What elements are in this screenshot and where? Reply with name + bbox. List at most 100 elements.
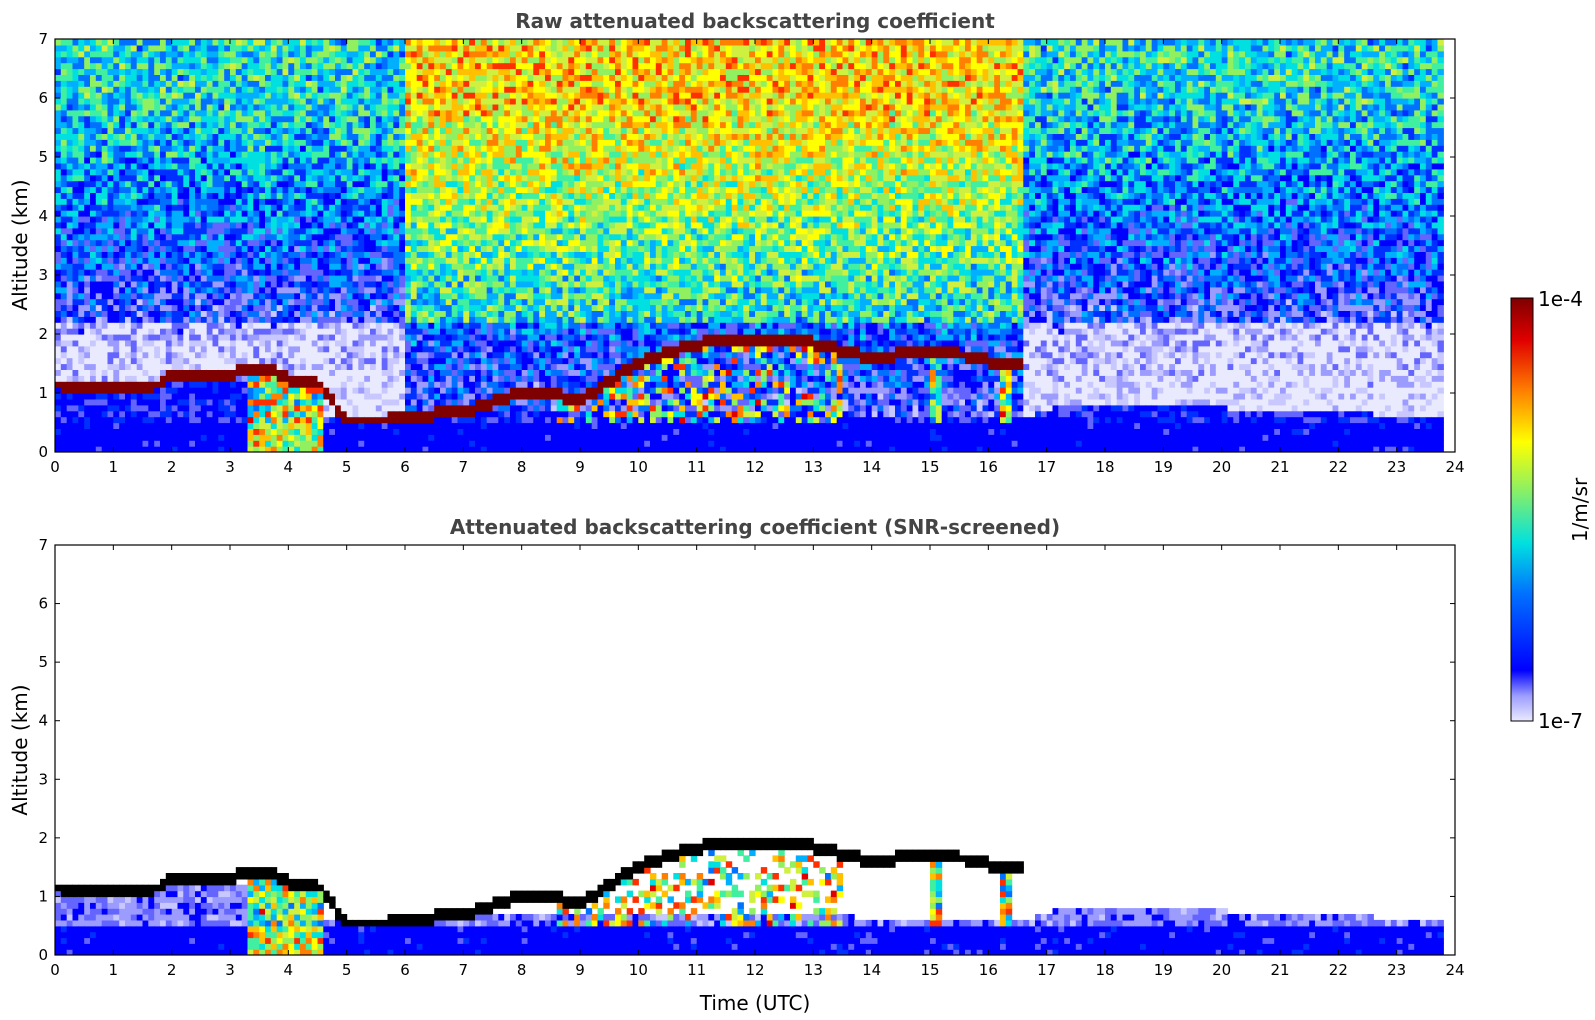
heat-cell: [235, 440, 243, 447]
heat-cell: [399, 328, 406, 335]
heat-cell: [55, 351, 62, 359]
heat-cell: [370, 416, 377, 424]
heat-cell: [364, 50, 371, 58]
heat-cell: [200, 98, 208, 105]
heat-cell: [235, 162, 243, 170]
heat-cell: [422, 263, 429, 270]
heat-cell: [270, 227, 278, 235]
heat-cell: [265, 133, 272, 140]
heat-cell: [381, 68, 389, 75]
heat-cell: [451, 103, 459, 111]
heat-cell: [405, 56, 412, 64]
heat-cell: [358, 168, 365, 176]
heat-cell: [399, 233, 406, 241]
heat-cell: [440, 404, 447, 412]
heat-cell: [352, 74, 359, 81]
heat-cell: [241, 186, 249, 193]
heat-cell: [66, 316, 74, 323]
heat-cell: [189, 174, 196, 182]
heat-cell: [422, 345, 429, 353]
heat-cell: [130, 192, 138, 199]
heat-cell: [66, 416, 74, 424]
heat-cell: [329, 280, 336, 288]
heat-cell: [288, 339, 295, 347]
heat-cell: [230, 174, 237, 182]
heat-cell: [125, 92, 132, 99]
heat-cell: [160, 404, 167, 412]
heat-cell: [130, 428, 138, 435]
heat-cell: [463, 334, 470, 341]
heat-cell: [445, 227, 453, 235]
heat-cell: [55, 86, 62, 93]
heat-cell: [335, 127, 342, 134]
heat-cell: [253, 227, 260, 235]
heat-cell: [259, 410, 266, 418]
heat-cell: [270, 151, 278, 158]
heat-cell: [270, 292, 278, 300]
heat-cell: [189, 428, 196, 435]
heat-cell: [329, 310, 336, 317]
heat-cell: [60, 322, 68, 329]
heat-cell: [405, 233, 412, 241]
heat-cell: [311, 351, 319, 359]
heat-cell: [311, 216, 319, 223]
heat-cell: [195, 257, 202, 264]
heat-cell: [177, 139, 184, 146]
heat-cell: [311, 257, 319, 264]
heat-cell: [230, 422, 237, 429]
heat-cell: [329, 316, 336, 323]
heat-cell: [125, 115, 132, 123]
heat-cell: [247, 233, 254, 241]
heat-cell: [445, 92, 453, 99]
heat-cell: [317, 186, 324, 193]
heat-cell: [206, 357, 214, 365]
heat-cell: [370, 127, 377, 134]
heat-cell: [294, 62, 301, 70]
heat-cell: [200, 133, 208, 140]
heat-cell: [72, 80, 79, 87]
heat-cell: [335, 322, 342, 329]
heat-cell: [189, 133, 196, 140]
heat-cell: [305, 398, 313, 406]
heat-cell: [294, 398, 301, 406]
heat-cell: [148, 404, 155, 412]
heat-cell: [270, 280, 278, 288]
heat-cell: [346, 339, 354, 347]
heat-cell: [60, 127, 68, 134]
heat-cell: [160, 422, 167, 429]
heat-cell: [387, 422, 394, 429]
heat-cell: [375, 387, 383, 394]
heat-cell: [276, 280, 284, 288]
heat-cell: [154, 198, 161, 205]
heat-cell: [393, 233, 400, 241]
heat-cell: [154, 186, 161, 193]
heat-cell: [340, 257, 348, 264]
heat-cell: [160, 121, 167, 129]
heat-cell: [422, 387, 429, 394]
heat-cell: [463, 446, 470, 452]
heat-cell: [183, 275, 190, 282]
heat-cell: [212, 275, 219, 282]
heat-cell: [288, 145, 295, 152]
heat-cell: [101, 339, 109, 347]
heat-cell: [317, 204, 324, 211]
heat-cell: [317, 62, 324, 70]
heat-cell: [165, 334, 173, 341]
heat-cell: [113, 357, 120, 365]
heat-cell: [171, 62, 179, 70]
heat-cell: [224, 139, 231, 146]
heat-cell: [130, 257, 138, 264]
heat-cell: [72, 357, 79, 365]
heat-cell: [241, 310, 249, 317]
heat-cell: [463, 263, 470, 270]
heat-cell: [160, 227, 167, 235]
heat-cell: [340, 92, 348, 99]
heat-cell: [410, 56, 418, 64]
heat-cell: [463, 39, 470, 46]
heat-cell: [136, 62, 144, 70]
heat-cell: [113, 192, 120, 199]
heat-cell: [60, 39, 68, 46]
heat-cell: [416, 216, 424, 223]
heat-cell: [212, 180, 219, 188]
heat-cell: [160, 339, 167, 347]
